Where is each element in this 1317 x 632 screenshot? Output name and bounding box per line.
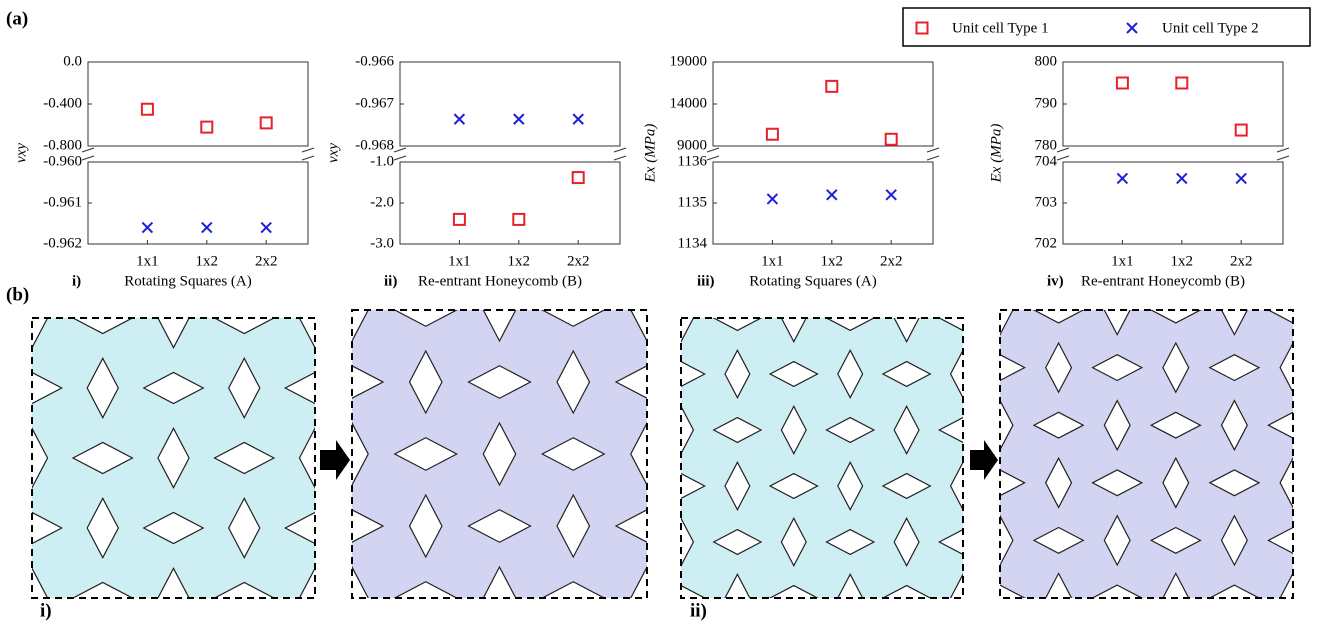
legend-label: Unit cell Type 2	[1162, 20, 1259, 36]
y-tick-label: 702	[1035, 235, 1058, 251]
y-tick-label: 790	[1035, 95, 1058, 111]
axis-frame	[1063, 162, 1283, 244]
sub-label: ii)	[690, 600, 707, 621]
x-tick-label: 1x1	[761, 253, 784, 269]
marker-square	[142, 104, 153, 115]
y-tick-label: -1.0	[370, 153, 394, 169]
marker-square	[201, 122, 212, 133]
marker-square	[454, 214, 465, 225]
sub-label: i)	[40, 600, 52, 621]
x-tick-label: 1x2	[508, 253, 531, 269]
y-tick-label: 19000	[670, 53, 708, 69]
panel-sub-label: ii)	[384, 273, 397, 289]
x-tick-label: 1x1	[1111, 253, 1134, 269]
y-tick-label: 14000	[670, 95, 708, 111]
marker-square	[513, 214, 524, 225]
y-tick-label: 1134	[678, 235, 708, 251]
y-axis-label: Ex (MPa)	[642, 124, 658, 184]
lattice-bg	[1000, 310, 1293, 598]
legend-label: Unit cell Type 1	[952, 20, 1049, 36]
panel-label: (b)	[6, 284, 29, 305]
marker-x	[514, 114, 524, 124]
marker-square	[767, 129, 778, 140]
lattice-bg	[681, 318, 963, 598]
marker-square	[1117, 78, 1128, 89]
y-tick-label: -0.961	[43, 194, 82, 210]
axis-frame	[713, 162, 933, 244]
x-axis-label: Rotating Squares (A)	[124, 273, 251, 289]
marker-x	[1117, 173, 1127, 183]
axis-frame	[713, 62, 933, 146]
y-tick-label: -3.0	[370, 235, 394, 251]
figure: (a) (b) i) ii) Unit cell Type 1 Unit cell…	[0, 0, 1317, 627]
axis-frame	[1063, 62, 1283, 146]
arrow	[320, 440, 350, 480]
arrow	[970, 440, 998, 480]
x-tick-label: 1x2	[821, 253, 844, 269]
y-tick-label: 800	[1035, 53, 1058, 69]
x-tick-label: 2x2	[880, 253, 903, 269]
marker-x	[1177, 173, 1187, 183]
marker-x	[454, 114, 464, 124]
y-tick-label: 1135	[678, 194, 707, 210]
marker-x	[767, 194, 777, 204]
y-axis-label: νxy	[13, 143, 29, 163]
y-tick-label: -0.400	[43, 95, 82, 111]
y-tick-label: -0.962	[43, 235, 82, 251]
y-tick-label: 9000	[677, 137, 707, 153]
marker-square	[1236, 125, 1247, 136]
marker-square	[573, 172, 584, 183]
marker-x	[261, 223, 271, 233]
x-axis-label: Re-entrant Honeycomb (B)	[1081, 273, 1245, 289]
panel-label: (a)	[6, 8, 28, 29]
marker-x	[142, 223, 152, 233]
panel-sub-label: iv)	[1047, 273, 1064, 289]
x-tick-label: 2x2	[1230, 253, 1253, 269]
y-tick-label: 703	[1035, 194, 1058, 210]
y-tick-label: -0.966	[355, 53, 394, 69]
axis-frame	[400, 62, 620, 146]
marker-x	[202, 223, 212, 233]
y-tick-label: -0.968	[355, 137, 394, 153]
axis-frame	[400, 162, 620, 244]
x-tick-label: 2x2	[567, 253, 590, 269]
marker-square	[826, 81, 837, 92]
y-tick-label: 780	[1035, 137, 1058, 153]
x-axis-label: Rotating Squares (A)	[749, 273, 876, 289]
marker-square	[886, 134, 897, 145]
y-tick-label: -0.967	[355, 95, 394, 111]
y-tick-label: 0.0	[63, 53, 82, 69]
y-tick-label: 704	[1035, 153, 1058, 169]
x-tick-label: 1x2	[1171, 253, 1194, 269]
marker-square	[1176, 78, 1187, 89]
panel-sub-label: iii)	[697, 273, 715, 289]
y-axis-label: Ex (MPa)	[988, 124, 1004, 184]
y-axis-label: νxy	[325, 143, 341, 163]
x-axis-label: Re-entrant Honeycomb (B)	[418, 273, 582, 289]
x-tick-label: 1x1	[136, 253, 159, 269]
y-tick-label: -0.960	[43, 153, 82, 169]
marker-square	[261, 117, 272, 128]
y-tick-label: 1136	[678, 153, 708, 169]
panel-sub-label: i)	[72, 273, 81, 289]
axis-frame	[88, 162, 308, 244]
marker-x	[827, 190, 837, 200]
x-tick-label: 1x1	[448, 253, 471, 269]
marker-x	[886, 190, 896, 200]
marker-x	[1236, 173, 1246, 183]
x-tick-label: 2x2	[255, 253, 278, 269]
x-tick-label: 1x2	[196, 253, 219, 269]
marker-x	[573, 114, 583, 124]
y-tick-label: -2.0	[370, 194, 394, 210]
y-tick-label: -0.800	[43, 137, 82, 153]
axis-frame	[88, 62, 308, 146]
